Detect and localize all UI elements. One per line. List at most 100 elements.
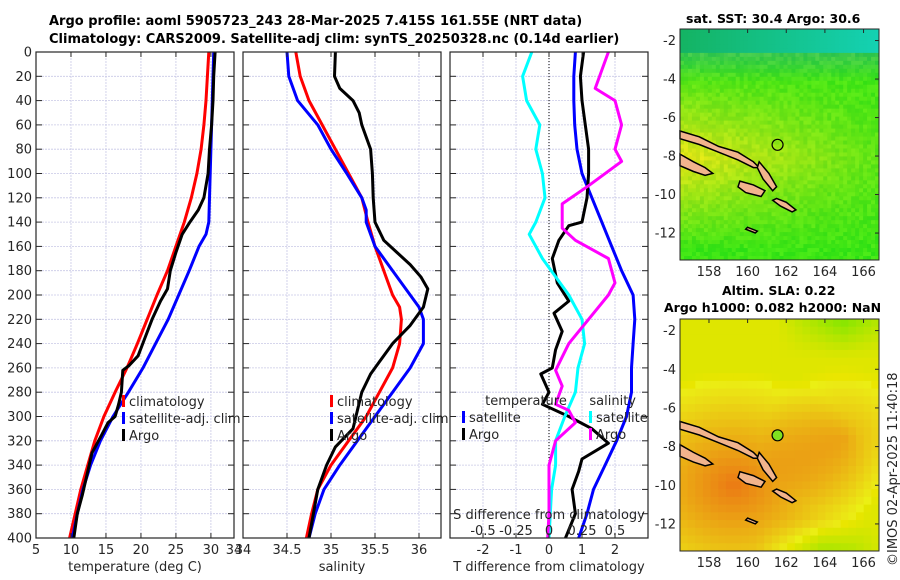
map-cell (855, 240, 860, 245)
map-cell (710, 450, 719, 459)
map-cell (847, 184, 852, 189)
map-cell (725, 465, 735, 475)
map-cell (683, 216, 689, 221)
map-cell (719, 84, 725, 90)
map-cell (715, 244, 721, 249)
map-cell (810, 419, 819, 428)
map-cell (723, 156, 729, 161)
map-cell (863, 36, 868, 42)
map-cell (779, 256, 784, 261)
map-y-tick-label: -4 (663, 363, 676, 378)
map-cell (771, 148, 777, 153)
map-cell (680, 496, 689, 506)
map-cell (802, 481, 811, 490)
map-cell (855, 256, 860, 261)
map-cell (810, 527, 819, 537)
map-cell (843, 29, 848, 34)
map-cell (739, 176, 745, 181)
series-line-climatology (294, 52, 403, 538)
map-cell (871, 72, 876, 78)
map-cell (871, 80, 876, 86)
map-cell (699, 256, 705, 261)
map-cell (859, 164, 864, 169)
map-cell (843, 152, 848, 157)
map-cell (727, 29, 733, 34)
map-cell (807, 228, 812, 233)
map-cell (787, 120, 792, 126)
map-cell (775, 164, 780, 169)
map-cell (711, 120, 717, 126)
map-cell (803, 92, 808, 98)
map-cell (755, 208, 761, 213)
map-cell (795, 164, 800, 169)
map-cell (739, 108, 745, 114)
map-cell (787, 40, 792, 46)
map-cell (751, 144, 757, 149)
map-cell (687, 396, 696, 405)
map-cell (718, 404, 727, 413)
map-cell (863, 120, 868, 126)
map-cell (743, 88, 749, 94)
map-cell (727, 68, 733, 74)
map-cell (763, 220, 769, 225)
map-cell (699, 80, 705, 86)
map-cell (871, 357, 880, 366)
map-cell (810, 357, 819, 366)
map-cell (707, 48, 713, 54)
map-cell (811, 156, 816, 161)
map-cell (703, 184, 709, 189)
map-cell (779, 44, 784, 50)
map-cell (863, 156, 868, 161)
map-cell (703, 108, 709, 114)
map-cell (764, 396, 773, 405)
map-cell (718, 349, 727, 359)
map-cell (819, 48, 824, 54)
map-cell (739, 136, 745, 142)
map-cell (843, 48, 848, 54)
map-cell (875, 120, 880, 126)
map-cell (710, 396, 719, 405)
map-cell (727, 200, 733, 205)
map-cell (839, 132, 844, 138)
map-cell (779, 512, 788, 521)
map-cell (867, 232, 872, 237)
map-cell (791, 32, 796, 38)
map-cell (855, 68, 860, 74)
map-cell (731, 252, 737, 257)
map-cell (719, 200, 725, 205)
map-cell (835, 128, 840, 134)
map-cell (751, 176, 757, 181)
map-cell (731, 92, 737, 98)
map-cell (763, 92, 769, 98)
map-cell (807, 152, 812, 157)
map-cell (771, 164, 777, 169)
map-cell (715, 236, 721, 241)
map-cell (863, 200, 868, 205)
x-tick-label: 30 (203, 543, 220, 558)
map-cell (867, 156, 872, 161)
map-cell (727, 160, 733, 165)
map-cell (680, 228, 685, 233)
map-cell (687, 156, 693, 161)
map-cell (767, 68, 773, 74)
map-cell (811, 96, 816, 102)
map-cell (783, 144, 788, 149)
map-cell (767, 80, 773, 86)
map-cell (727, 240, 733, 245)
map-cell (743, 36, 749, 42)
map-cell (759, 244, 765, 249)
map-cell (871, 108, 876, 114)
island-shape (679, 129, 762, 169)
map-cell (779, 108, 784, 114)
map-cell (727, 36, 733, 42)
map-cell (825, 326, 834, 335)
map-cell (739, 44, 745, 50)
map-cell (799, 40, 804, 46)
map-cell (795, 108, 800, 114)
map-cell (795, 104, 800, 110)
map-cell (715, 176, 721, 181)
map-cell (683, 204, 689, 209)
map-cell (718, 319, 727, 328)
map-cell (807, 188, 812, 193)
map-cell (815, 248, 820, 253)
